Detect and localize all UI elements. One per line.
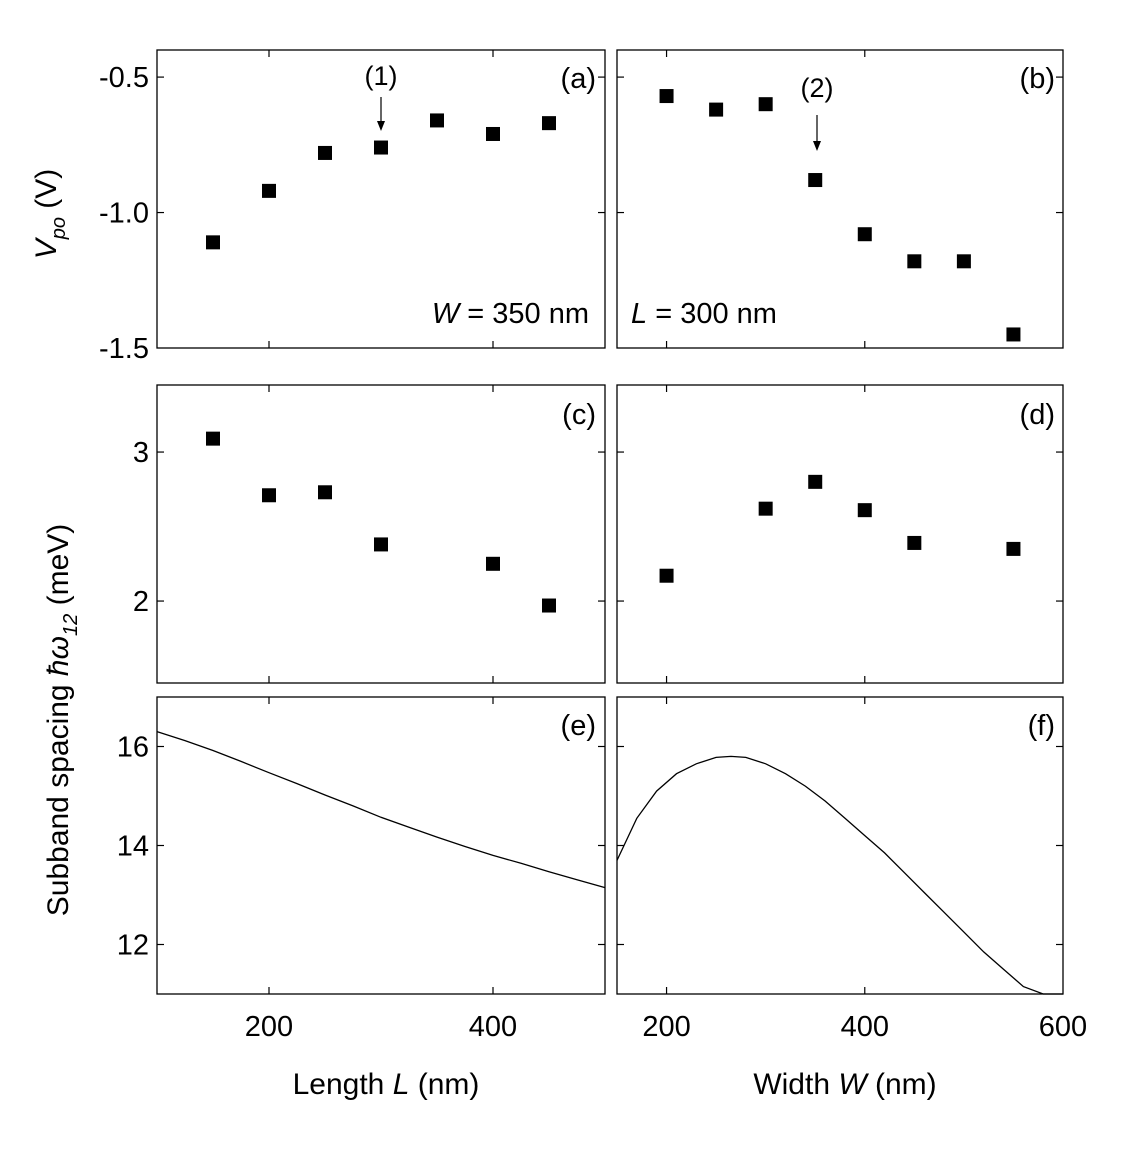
data-point bbox=[907, 535, 922, 550]
data-point bbox=[206, 431, 220, 446]
data-point bbox=[758, 97, 773, 112]
panel-e-frame bbox=[156, 696, 606, 995]
panel-e-xtick-labels: 200 400 bbox=[245, 1011, 517, 1043]
data-point bbox=[956, 254, 971, 269]
data-point bbox=[907, 254, 922, 269]
panel-c-marks bbox=[206, 431, 556, 613]
panel-a-ticks bbox=[157, 50, 605, 348]
panel-c-ytick-labels: 23 bbox=[133, 437, 149, 618]
series-line bbox=[156, 730, 606, 889]
panel-a-annotation-arrow bbox=[377, 97, 385, 131]
y-tick-label: 2 bbox=[133, 586, 149, 618]
panel-b-annotation-arrow bbox=[813, 115, 821, 151]
series-line bbox=[616, 755, 1063, 995]
panel-a-marks bbox=[206, 113, 556, 250]
panel-b: (b) (2) L = 300 nm bbox=[616, 49, 1064, 349]
panel-d-frame bbox=[616, 384, 1064, 684]
panel-c-label: (c) bbox=[562, 399, 596, 431]
data-point bbox=[808, 474, 823, 489]
x-tick-label: 200 bbox=[642, 1011, 690, 1043]
y-tick-label: 14 bbox=[117, 831, 149, 863]
panel-b-annotation: (2) bbox=[801, 73, 834, 103]
x-axis-title-left: Length L (nm) bbox=[293, 1068, 480, 1101]
x-tick-label: 400 bbox=[469, 1011, 517, 1043]
data-point bbox=[262, 488, 276, 503]
panel-c-frame bbox=[156, 384, 606, 684]
panel-d: (d) bbox=[616, 384, 1064, 684]
data-point bbox=[857, 227, 872, 242]
panel-d-marks bbox=[659, 474, 1021, 583]
y-axis-title-bottom: Subband spacing ħω12 (meV) bbox=[42, 524, 82, 917]
y-tick-label: 12 bbox=[117, 930, 149, 962]
data-point bbox=[857, 503, 872, 518]
data-point bbox=[758, 501, 773, 516]
data-point bbox=[808, 173, 823, 188]
panel-b-ticks bbox=[617, 50, 1063, 348]
data-point bbox=[430, 113, 444, 128]
data-point bbox=[709, 102, 724, 117]
x-tick-label: 600 bbox=[1039, 1011, 1087, 1043]
data-point bbox=[1006, 327, 1021, 342]
data-point bbox=[374, 140, 388, 155]
data-point bbox=[318, 485, 332, 500]
y-tick-label: -0.5 bbox=[99, 62, 149, 94]
panel-f-frame bbox=[616, 696, 1064, 995]
panel-f-label: (f) bbox=[1028, 710, 1055, 742]
panel-c-ticks bbox=[157, 385, 605, 683]
data-point bbox=[206, 235, 220, 250]
y-tick-label: -1.0 bbox=[99, 198, 149, 230]
panel-a-label: (a) bbox=[561, 63, 596, 95]
panel-e-ticks bbox=[157, 697, 605, 994]
panel-b-label: (b) bbox=[1020, 63, 1055, 95]
panel-a: -1.5 -1.0 -0.5 (a) (1) W = 350 nm bbox=[99, 49, 606, 365]
panel-c: 23 (c) bbox=[133, 384, 606, 684]
x-axis-title-right: Width W (nm) bbox=[753, 1068, 936, 1101]
panel-b-frame bbox=[616, 49, 1064, 349]
panel-e-marks bbox=[156, 730, 606, 889]
panel-a-annotation: (1) bbox=[365, 61, 398, 91]
panel-f-ticks bbox=[617, 697, 1063, 994]
y-tick-label: 16 bbox=[117, 732, 149, 764]
panel-d-ticks bbox=[617, 385, 1063, 683]
panel-f-xtick-labels: 200 400 600 bbox=[642, 1011, 1087, 1043]
data-point bbox=[659, 89, 674, 104]
data-point bbox=[542, 116, 556, 131]
panel-a-frame bbox=[156, 49, 606, 349]
data-point bbox=[542, 598, 556, 613]
x-tick-label: 400 bbox=[841, 1011, 889, 1043]
y-tick-label: -1.5 bbox=[99, 333, 149, 365]
panel-b-marks bbox=[659, 89, 1021, 342]
panel-a-inset-label: W = 350 nm bbox=[432, 298, 589, 330]
data-point bbox=[486, 556, 500, 571]
panel-b-inset-label: L = 300 nm bbox=[631, 298, 777, 330]
data-point bbox=[1006, 541, 1021, 556]
panel-f-marks bbox=[616, 755, 1063, 995]
data-point bbox=[262, 183, 276, 198]
data-point bbox=[374, 537, 388, 552]
y-axis-title-top: Vpo (V) bbox=[30, 169, 70, 260]
panel-e: 12 14 16 200 400 (e) bbox=[117, 696, 606, 1043]
panel-f: 200 400 600 (f) bbox=[616, 696, 1087, 1043]
y-tick-label: 3 bbox=[133, 437, 149, 469]
panel-e-label: (e) bbox=[561, 710, 596, 742]
panel-d-label: (d) bbox=[1020, 399, 1055, 431]
data-point bbox=[318, 145, 332, 160]
panel-e-ytick-labels: 12 14 16 bbox=[117, 732, 149, 962]
data-point bbox=[486, 126, 500, 141]
x-tick-label: 200 bbox=[245, 1011, 293, 1043]
data-point bbox=[659, 568, 674, 583]
panel-a-ytick-labels: -1.5 -1.0 -0.5 bbox=[99, 62, 149, 365]
